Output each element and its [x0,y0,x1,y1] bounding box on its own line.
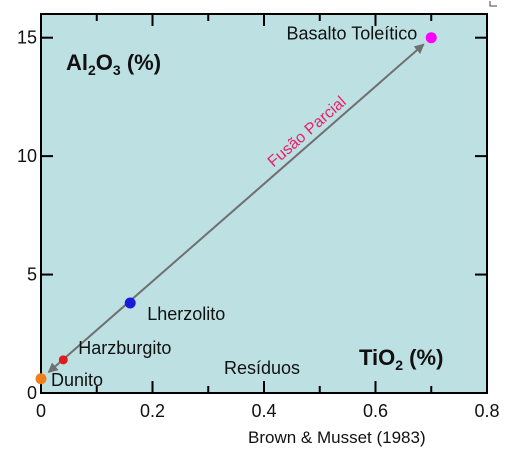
y-axis-tick-labels: 0 5 10 15 [17,28,37,403]
data-point-label: Basalto Toleítico [287,24,418,44]
x-axis-tick-labels: 0 0.2 0.4 0.6 0.8 [36,401,500,421]
data-point-label: Harzburgito [78,338,171,358]
data-point [124,297,136,309]
x-axis-ticks [95,14,433,393]
residues-label: Resíduos [224,358,300,378]
y-tick-label: 5 [27,265,37,285]
x-tick-label: 0.8 [474,401,499,421]
y-tick-label: 0 [27,383,37,403]
data-point-label: Lherzolito [147,304,225,324]
corner-mark [489,1,497,7]
x-tick-label: 0.2 [140,401,165,421]
data-point [425,32,437,44]
x-axis-title: TiO2 (%) [359,345,443,373]
data-point-labels: Dunito Harzburgito Lherzolito Basalto Toleí… [51,24,417,390]
data-points [35,32,437,385]
data-point [58,355,68,365]
y-axis-title: Al2O3 (%) [66,50,161,78]
y-tick-label: 10 [17,146,37,166]
x-tick-label: 0.6 [363,401,388,421]
data-point-label: Dunito [51,370,103,390]
y-tick-label: 15 [17,28,37,48]
source-credit: Brown & Musset (1983) [248,428,426,447]
data-point [35,373,47,385]
x-tick-label: 0 [36,401,46,421]
partial-melting-arrow [47,43,425,373]
x-tick-label: 0.4 [251,401,276,421]
